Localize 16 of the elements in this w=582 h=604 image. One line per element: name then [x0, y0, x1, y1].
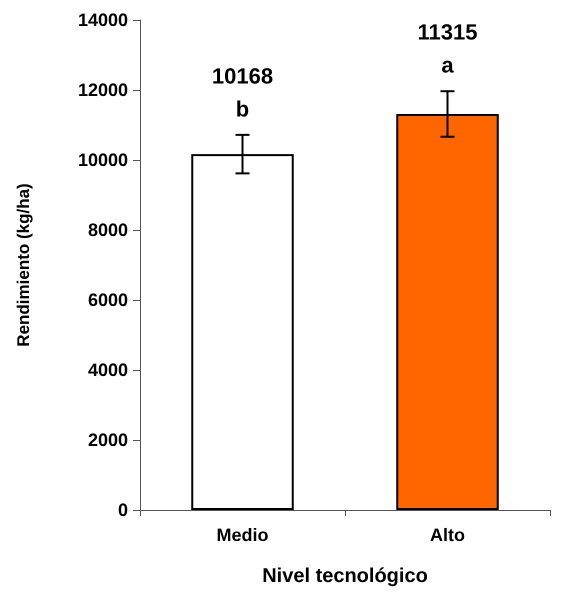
y-tick-label: 2000 — [88, 430, 128, 450]
y-tick-label: 4000 — [88, 360, 128, 380]
y-tick-label: 6000 — [88, 290, 128, 310]
annotation: b — [236, 96, 250, 122]
data-label: 11315 — [418, 20, 478, 45]
y-axis-title: Rendimiento (kg/ha) — [14, 183, 33, 347]
annotation: a — [441, 52, 454, 78]
y-tick-label: 0 — [118, 500, 128, 520]
x-tick-label: Medio — [216, 525, 268, 545]
y-tick-label: 14000 — [78, 10, 128, 30]
x-axis-title: Nivel tecnológico — [262, 565, 428, 587]
y-tick-label: 8000 — [88, 220, 128, 240]
data-label: 10168 — [212, 63, 274, 88]
y-tick-label: 12000 — [78, 80, 128, 100]
x-tick-label: Alto — [430, 525, 465, 545]
y-tick-label: 10000 — [78, 150, 128, 170]
